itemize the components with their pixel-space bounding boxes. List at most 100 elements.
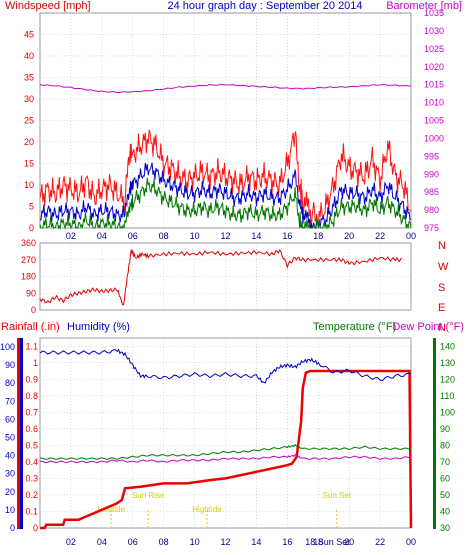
hour-tick-label: 12 bbox=[220, 231, 230, 241]
barometer-line bbox=[39, 83, 412, 94]
hour-tick-label: 00 bbox=[406, 537, 416, 547]
wind-panel-hour-axis: 02 04 06 08 10 12 14 16 18 20 22 00 bbox=[66, 231, 416, 241]
compass-label: N bbox=[438, 240, 446, 252]
barometer-tick-label: 1025 bbox=[424, 44, 444, 54]
humidity-tick-label: 50 bbox=[5, 433, 15, 443]
rainfall-axis-title: Rainfall (.in) bbox=[1, 321, 60, 333]
hour-tick-label: 12 bbox=[220, 537, 230, 547]
barometer-axis: 975 980 985 990 995 1000 1005 1010 1015 1020 1025 1… bbox=[424, 8, 444, 233]
rainfall-tick-label: 0.8 bbox=[25, 391, 38, 401]
temperature-tick-label: 110 bbox=[440, 391, 454, 401]
hour-tick-label: 06 bbox=[128, 537, 138, 547]
temperature-tick-label: 30 bbox=[440, 523, 450, 533]
event-label: Sun Set bbox=[323, 491, 352, 500]
rainfall-tick-label: 0.6 bbox=[25, 424, 38, 434]
dew-point-axis-title: Dew Point (°F) bbox=[392, 321, 464, 333]
barometer-tick-label: 1035 bbox=[424, 8, 444, 18]
rainfall-tick-label: 0 bbox=[33, 523, 38, 533]
temperature-axis: 30 40 50 60 70 80 90 100 110 120 130 140 bbox=[440, 341, 455, 533]
direction-tick-label: 360 bbox=[21, 238, 36, 248]
windspeed-tick-label: 45 bbox=[24, 30, 34, 40]
hour-tick-label: 10 bbox=[190, 537, 200, 547]
event-label: Hightide bbox=[192, 505, 222, 514]
hour-tick-label: 04 bbox=[97, 231, 107, 241]
direction-tick-label: 90 bbox=[26, 288, 36, 298]
hour-tick-label: 14 bbox=[251, 231, 261, 241]
direction-tick-label: 180 bbox=[21, 272, 36, 282]
humidity-tick-label: 100 bbox=[0, 342, 15, 352]
humidity-line bbox=[39, 348, 412, 384]
temperature-tick-label: 90 bbox=[440, 424, 450, 434]
compass-label: E bbox=[438, 302, 445, 314]
windspeed-tick-label: 40 bbox=[24, 51, 34, 61]
humidity-tick-label: 40 bbox=[5, 451, 15, 461]
humidity-axis-bar bbox=[20, 338, 23, 529]
hour-tick-label: 04 bbox=[97, 537, 107, 547]
hour-tick-label: 18 bbox=[313, 231, 323, 241]
hour-tick-label: 22 bbox=[375, 231, 385, 241]
rainfall-tick-label: 1 bbox=[33, 358, 38, 368]
barometer-tick-label: 1005 bbox=[424, 116, 444, 126]
gust-line bbox=[39, 129, 412, 229]
event-label: Lowtide bbox=[97, 505, 125, 514]
direction-tick-label: 270 bbox=[21, 255, 36, 265]
hour-tick-label: 02 bbox=[66, 231, 76, 241]
barometer-tick-label: 1020 bbox=[424, 62, 444, 72]
temperature-tick-label: 60 bbox=[440, 473, 450, 483]
rain-humidity-temperature-panel: 0 0.1 0.2 0.3 0.4 0.5 0.6 0.7 0.8 0.9 1 1.1 0 10 20 30… bbox=[0, 321, 464, 547]
rainfall-axis: 0 0.1 0.2 0.3 0.4 0.5 0.6 0.7 0.8 0.9 1 1.1 bbox=[25, 341, 38, 533]
windspeed-tick-label: 0 bbox=[29, 223, 34, 233]
windspeed-tick-label: 5 bbox=[29, 202, 34, 212]
barometer-tick-label: 980 bbox=[424, 205, 439, 215]
temperature-tick-label: 100 bbox=[440, 407, 455, 417]
humidity-axis-title: Humidity (%) bbox=[67, 321, 130, 333]
windspeed-tick-label: 15 bbox=[24, 159, 34, 169]
barometer-tick-label: 1010 bbox=[424, 98, 444, 108]
direction-panel-grid bbox=[40, 243, 412, 310]
hour-tick-label: 02 bbox=[66, 537, 76, 547]
temperature-tick-label: 140 bbox=[440, 341, 455, 351]
barometer-tick-label: 975 bbox=[424, 223, 439, 233]
tide-sun-events: Lowtide Sun Rise Hightide Sun Set bbox=[97, 491, 352, 528]
hour-tick-label: 00 bbox=[406, 231, 416, 241]
rainfall-tick-label: 0.5 bbox=[25, 440, 38, 450]
humidity-tick-label: 10 bbox=[5, 505, 15, 515]
chart-title: 24 hour graph day : September 20 2014 bbox=[167, 0, 362, 12]
humidity-tick-label: 60 bbox=[5, 414, 15, 424]
windspeed-tick-label: 30 bbox=[24, 94, 34, 104]
humidity-tick-label: 0 bbox=[10, 523, 15, 533]
hour-tick-label: 06 bbox=[128, 231, 138, 241]
lower-panel-hour-axis: 02 04 06 08 10 12 14 16 18 20 22 00 18 Sun Set bbox=[66, 537, 416, 547]
windspeed-axis-title: Windspeed [mph] bbox=[5, 0, 91, 12]
hour-tick-label: 08 bbox=[159, 537, 169, 547]
barometer-tick-label: 1030 bbox=[424, 26, 444, 36]
direction-line bbox=[39, 249, 403, 306]
rainfall-tick-label: 0.3 bbox=[25, 473, 38, 483]
humidity-tick-label: 20 bbox=[5, 487, 15, 497]
lower-panel-frame bbox=[39, 337, 412, 529]
hour-tick-label: 10 bbox=[190, 231, 200, 241]
avg-line bbox=[39, 162, 412, 229]
windspeed-tick-label: 25 bbox=[24, 116, 34, 126]
barometer-tick-label: 990 bbox=[424, 169, 439, 179]
rainfall-axis-bar bbox=[17, 338, 20, 529]
temperature-tick-label: 70 bbox=[440, 457, 450, 467]
hour-tick-label: 22 bbox=[375, 537, 385, 547]
temperature-tick-label: 50 bbox=[440, 490, 450, 500]
lower-panel-grid bbox=[40, 338, 412, 529]
windspeed-axis: 0 5 10 15 20 25 30 35 40 45 bbox=[24, 30, 34, 234]
barometer-tick-label: 1015 bbox=[424, 80, 444, 90]
windspeed-tick-label: 20 bbox=[24, 137, 34, 147]
temperature-tick-label: 80 bbox=[440, 440, 450, 450]
direction-degree-axis: 0 90 180 270 360 bbox=[21, 238, 36, 315]
temperature-tick-label: 120 bbox=[440, 374, 455, 384]
compass-label: N bbox=[438, 322, 446, 334]
hour-tick-label: 14 bbox=[251, 537, 261, 547]
temperature-line bbox=[39, 443, 412, 460]
compass-label: W bbox=[438, 261, 449, 273]
direction-panel-series bbox=[39, 249, 403, 306]
humidity-tick-label: 90 bbox=[5, 360, 15, 370]
event-label: Sun Rise bbox=[132, 491, 165, 500]
